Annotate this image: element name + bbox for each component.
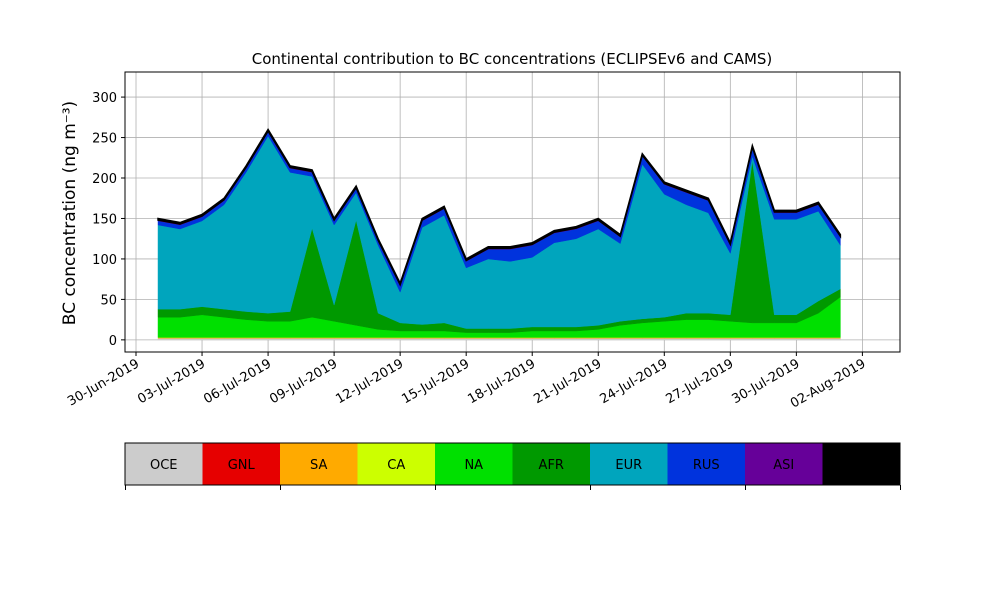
y-axis-label: BC concentration (ng m⁻³) <box>60 101 80 325</box>
x-tick-label: 12-Jul-2019 <box>333 356 406 407</box>
legend-swatch <box>435 443 513 485</box>
y-tick-label: 250 <box>92 132 117 147</box>
x-tick-label: 09-Jul-2019 <box>267 356 340 407</box>
legend-swatch <box>667 443 745 485</box>
legend-swatch <box>822 443 900 485</box>
y-tick-label: 100 <box>92 253 117 268</box>
x-tick-label: 03-Jul-2019 <box>135 356 208 407</box>
area-aus <box>157 128 842 287</box>
legend-label: SA <box>310 458 327 473</box>
x-tick-label: 02-Aug-2019 <box>788 356 868 411</box>
x-tick-label: 27-Jul-2019 <box>664 356 737 407</box>
legend-label: EUR <box>615 458 642 473</box>
legend-label: GNL <box>228 458 256 473</box>
legend-ticks <box>125 485 901 490</box>
legend-label: ASI <box>773 458 794 473</box>
chart-title: Continental contribution to BC concentra… <box>252 50 773 68</box>
legend-label: AUS <box>848 458 875 473</box>
y-tick-label: 200 <box>92 172 117 187</box>
x-tick-label: 18-Jul-2019 <box>465 356 538 407</box>
x-tick-label: 24-Jul-2019 <box>597 356 670 407</box>
legend-swatch <box>512 443 590 485</box>
legend-swatch <box>202 443 280 485</box>
y-tick-label: 0 <box>109 334 117 349</box>
x-tick-label: 06-Jul-2019 <box>201 356 274 407</box>
legend-swatch <box>745 443 823 485</box>
legend-swatch <box>357 443 435 485</box>
legend-label: RUS <box>693 458 720 473</box>
areas <box>157 128 842 341</box>
legend-label: AFR <box>539 458 564 473</box>
legend-label: CA <box>387 458 405 473</box>
legend-frame <box>124 442 901 486</box>
legend-label: OCE <box>150 458 178 473</box>
legend-swatch <box>125 443 203 485</box>
legend-swatch <box>590 443 668 485</box>
plot-frame <box>124 71 901 353</box>
y-tick-label: 300 <box>92 91 117 106</box>
y-tick-label: 50 <box>100 293 117 308</box>
x-tick-label: 21-Jul-2019 <box>531 356 604 407</box>
legend-label: NA <box>464 458 483 473</box>
x-tick-label: 15-Jul-2019 <box>399 356 472 407</box>
x-tick-label: 30-Jun-2019 <box>65 356 142 409</box>
legend-swatch <box>280 443 358 485</box>
y-tick-label: 150 <box>92 212 117 227</box>
